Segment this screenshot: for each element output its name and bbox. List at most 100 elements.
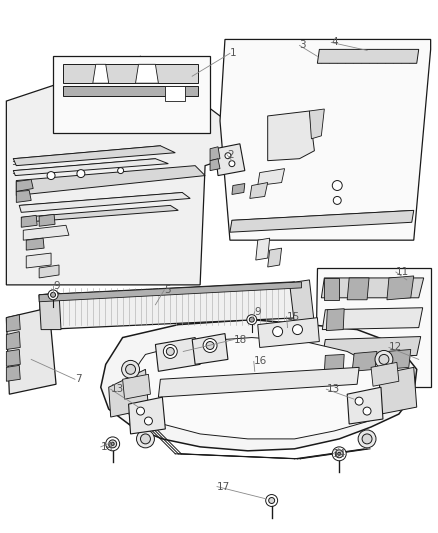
Circle shape — [145, 417, 152, 425]
Circle shape — [206, 342, 214, 350]
Text: 12: 12 — [389, 343, 402, 352]
Polygon shape — [7, 350, 20, 366]
Circle shape — [48, 290, 58, 300]
Polygon shape — [258, 168, 285, 185]
Text: 18: 18 — [234, 335, 247, 344]
Polygon shape — [13, 146, 175, 166]
Polygon shape — [39, 293, 61, 329]
Text: 5: 5 — [164, 285, 171, 295]
Polygon shape — [19, 192, 190, 212]
Circle shape — [333, 197, 341, 204]
Polygon shape — [352, 351, 377, 372]
Text: 7: 7 — [75, 374, 81, 384]
Polygon shape — [268, 111, 314, 160]
Text: 15: 15 — [286, 312, 300, 322]
Polygon shape — [347, 387, 383, 424]
Polygon shape — [16, 180, 33, 191]
Text: 16: 16 — [254, 357, 267, 366]
Polygon shape — [7, 308, 56, 394]
Polygon shape — [387, 276, 414, 300]
Polygon shape — [324, 354, 344, 373]
Text: 1: 1 — [230, 49, 237, 58]
Text: 2: 2 — [227, 150, 233, 160]
Polygon shape — [7, 365, 20, 381]
Circle shape — [229, 160, 235, 167]
Circle shape — [355, 397, 363, 405]
Text: 14: 14 — [333, 449, 346, 459]
Polygon shape — [7, 56, 240, 285]
Polygon shape — [192, 334, 228, 365]
Text: 13: 13 — [326, 384, 339, 394]
Circle shape — [268, 497, 275, 504]
Polygon shape — [321, 278, 424, 298]
Circle shape — [338, 453, 341, 455]
Polygon shape — [63, 86, 198, 96]
Circle shape — [332, 447, 346, 461]
Polygon shape — [13, 159, 168, 175]
Circle shape — [47, 172, 55, 180]
Circle shape — [126, 365, 135, 374]
Circle shape — [137, 430, 155, 448]
Text: 9: 9 — [53, 281, 60, 291]
Polygon shape — [39, 282, 301, 302]
Polygon shape — [347, 278, 369, 300]
Circle shape — [166, 348, 174, 356]
Polygon shape — [123, 374, 150, 399]
Polygon shape — [159, 367, 359, 397]
Circle shape — [332, 181, 342, 190]
Polygon shape — [318, 50, 419, 63]
Polygon shape — [210, 147, 220, 160]
Polygon shape — [93, 64, 109, 83]
Polygon shape — [129, 397, 165, 434]
Polygon shape — [326, 309, 344, 330]
Polygon shape — [322, 308, 423, 329]
Polygon shape — [379, 367, 417, 414]
Text: 14: 14 — [101, 442, 114, 452]
Polygon shape — [220, 39, 431, 240]
Polygon shape — [39, 214, 55, 226]
Circle shape — [109, 440, 117, 448]
Circle shape — [293, 325, 303, 335]
Polygon shape — [268, 248, 282, 267]
Circle shape — [249, 317, 254, 322]
Polygon shape — [256, 238, 270, 260]
Polygon shape — [26, 238, 44, 250]
Polygon shape — [290, 280, 314, 325]
Polygon shape — [23, 225, 69, 240]
Polygon shape — [258, 318, 319, 348]
Circle shape — [118, 168, 124, 174]
Polygon shape — [385, 350, 411, 369]
Polygon shape — [109, 369, 148, 417]
Circle shape — [335, 450, 343, 458]
Polygon shape — [21, 205, 178, 222]
Polygon shape — [21, 215, 37, 227]
Circle shape — [163, 344, 177, 358]
Text: 17: 17 — [217, 482, 230, 491]
Circle shape — [122, 360, 140, 378]
Polygon shape — [210, 159, 220, 171]
Polygon shape — [155, 348, 228, 362]
Polygon shape — [230, 211, 414, 232]
Circle shape — [358, 430, 376, 448]
Circle shape — [50, 292, 56, 297]
Polygon shape — [26, 253, 51, 268]
Polygon shape — [215, 144, 245, 175]
Text: 4: 4 — [331, 37, 338, 47]
Polygon shape — [129, 337, 397, 439]
Circle shape — [363, 407, 371, 415]
Polygon shape — [63, 64, 198, 83]
Polygon shape — [322, 336, 421, 358]
Polygon shape — [101, 320, 417, 451]
Circle shape — [379, 354, 389, 365]
Polygon shape — [324, 278, 339, 300]
Polygon shape — [39, 282, 301, 329]
Text: 13: 13 — [111, 384, 124, 394]
Polygon shape — [250, 182, 268, 198]
Polygon shape — [155, 337, 200, 372]
Circle shape — [77, 169, 85, 177]
Text: 3: 3 — [300, 41, 306, 51]
Polygon shape — [315, 268, 431, 387]
Circle shape — [203, 338, 217, 352]
Polygon shape — [371, 362, 399, 386]
Circle shape — [137, 407, 145, 415]
